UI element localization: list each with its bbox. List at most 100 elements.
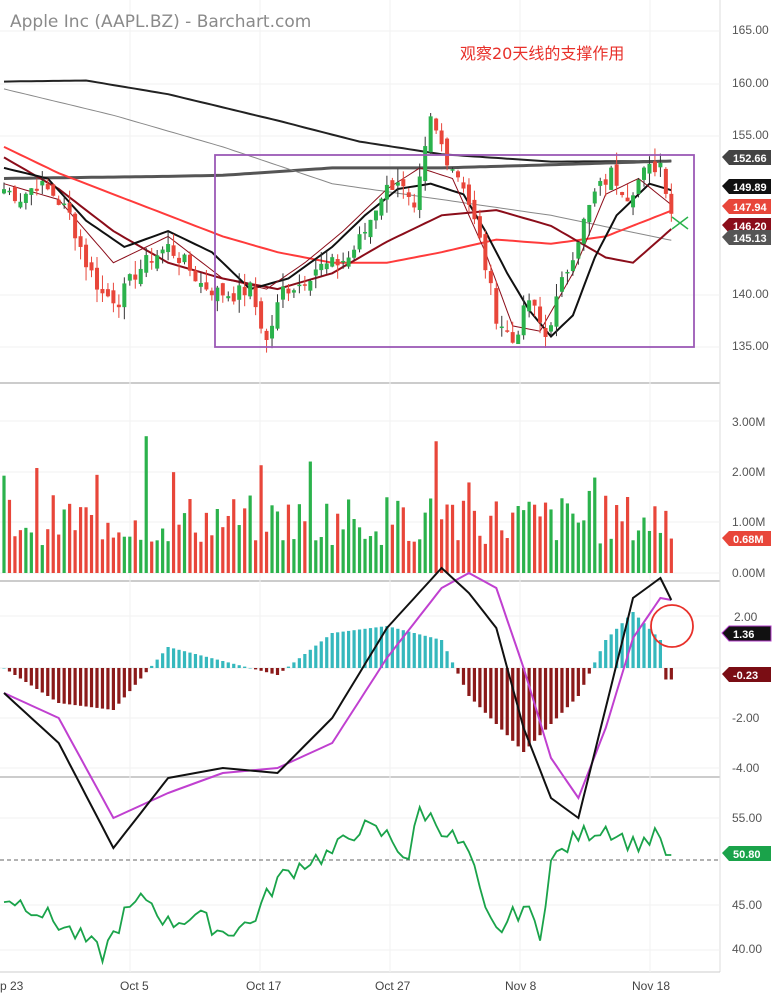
macd-histogram-bar <box>396 628 400 668</box>
candle-body <box>2 189 6 194</box>
macd-tick: -2.00 <box>732 711 760 725</box>
candle-body <box>363 231 368 234</box>
candle-body <box>647 163 652 174</box>
macd-histogram-bar <box>636 617 641 668</box>
macd-histogram-bar <box>89 668 94 708</box>
volume-bar <box>150 541 154 573</box>
candle-body <box>614 164 619 186</box>
volume-bar <box>642 517 646 573</box>
macd-histogram-bar <box>7 668 12 672</box>
macd-histogram-bar <box>522 668 526 752</box>
macd-histogram-bar <box>440 640 444 668</box>
volume-bar <box>35 467 39 573</box>
candle-body <box>198 283 203 287</box>
candle-body <box>390 180 395 190</box>
volume-bar <box>598 543 602 573</box>
candle-body <box>248 282 253 297</box>
macd-histogram-bar <box>576 668 580 696</box>
macd-histogram-bar <box>401 630 405 668</box>
candle-body <box>395 182 400 186</box>
macd-histogram-bar <box>368 628 373 668</box>
volume-bar <box>155 540 159 573</box>
volume-bar <box>593 477 597 573</box>
candle-body <box>379 198 384 216</box>
volume-bar <box>100 539 105 573</box>
macd-histogram-bar <box>204 656 208 668</box>
candle-body <box>456 171 461 178</box>
candle-body <box>34 188 39 191</box>
chart-title: Apple Inc (AAPL.BZ) - Barchart.com <box>10 12 311 32</box>
candle-body <box>62 203 67 206</box>
candle-body <box>270 325 275 339</box>
macd-histogram-bar <box>593 662 597 668</box>
macd-histogram-bar <box>527 668 531 747</box>
volume-bar <box>456 540 460 573</box>
candle-body <box>384 184 389 200</box>
macd-histogram-bar <box>379 626 384 668</box>
candle-body <box>505 330 510 332</box>
macd-histogram-bar <box>150 665 154 668</box>
macd-histogram-bar <box>248 668 252 669</box>
volume-bar <box>549 509 553 573</box>
x-tick: Nov 18 <box>632 979 670 993</box>
x-tick: Nov 8 <box>505 979 537 993</box>
candle-body <box>302 284 307 286</box>
macd-histogram-bar <box>177 649 181 668</box>
candle-body <box>259 301 264 329</box>
candle-body <box>423 146 428 182</box>
candle-body <box>554 296 559 327</box>
macd-histogram-bar <box>598 651 602 668</box>
candle-body <box>324 263 329 270</box>
volume-bar <box>401 507 405 573</box>
macd-histogram-bar <box>341 631 345 668</box>
volume-axis: 3.00M 2.00M 1.00M 0.00M 0.68M <box>722 415 771 580</box>
volume-bar <box>522 510 526 573</box>
volume-bar <box>565 503 570 573</box>
macd-histogram-bar <box>155 659 159 668</box>
candle-body <box>29 188 34 195</box>
candle-body <box>105 289 110 297</box>
ma-line-flat <box>3 159 672 180</box>
candle-body <box>641 167 646 180</box>
macd-histogram-bar <box>330 633 334 668</box>
moving-averages <box>3 79 672 338</box>
candle-body <box>40 180 45 186</box>
rsi-tick: 40.00 <box>732 942 762 956</box>
macd-histogram-bar <box>95 668 99 708</box>
candle-body <box>445 138 450 166</box>
volume-bar <box>177 524 181 573</box>
macd-badge: -0.23 <box>722 667 771 682</box>
volume-bar <box>604 495 608 573</box>
macd-signal-line <box>3 571 672 820</box>
x-axis: p 23 Oct 5 Oct 17 Oct 27 Nov 8 Nov 18 <box>0 979 670 993</box>
candle-body <box>308 280 313 291</box>
candle-body <box>226 296 231 299</box>
macd-histogram-bar <box>412 633 416 668</box>
macd-histogram-bar <box>554 668 559 719</box>
macd-histogram-bar <box>84 668 88 707</box>
volume-bar <box>111 537 115 573</box>
macd-histogram-bar <box>24 668 28 682</box>
volume-bar <box>658 532 662 573</box>
volume-bar <box>319 537 323 573</box>
macd-histogram-bar <box>133 668 137 685</box>
volume-bar <box>636 530 641 573</box>
volume-bar <box>270 505 274 573</box>
macd-histogram-bar <box>461 668 466 685</box>
volume-bar <box>374 531 378 573</box>
volume-bar <box>133 520 137 573</box>
volume-bar <box>62 509 66 573</box>
macd-histogram-bar <box>111 668 115 710</box>
volume-tick: 0.00M <box>732 566 765 580</box>
candle-body <box>527 300 532 312</box>
candle-body <box>209 290 214 296</box>
macd-histogram-bar <box>188 652 192 668</box>
candle-body <box>67 203 72 213</box>
volume-bar <box>188 499 192 573</box>
volume-bar <box>297 504 301 573</box>
volume-bar <box>243 508 247 573</box>
volume-bar <box>325 503 329 573</box>
candle-body <box>286 288 291 294</box>
volume-bar <box>117 532 121 573</box>
candle-body <box>559 277 564 292</box>
